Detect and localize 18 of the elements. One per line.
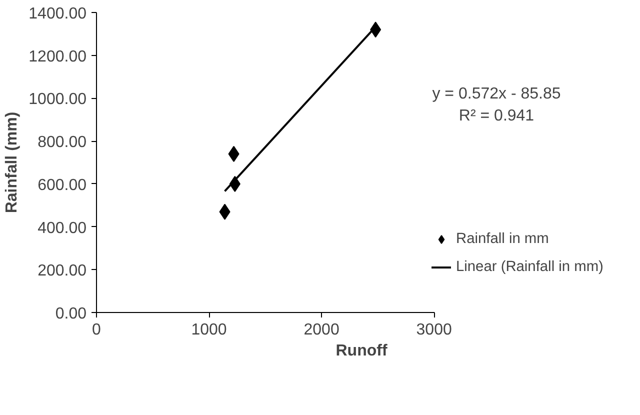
y-tick-label: 600.00 xyxy=(38,176,87,194)
legend-label: Linear (Rainfall in mm) xyxy=(456,259,604,275)
text: R² = 0.941 xyxy=(458,108,534,124)
x-tick-label: 0 xyxy=(92,322,102,338)
y-tick-label: 800.00 xyxy=(38,134,87,152)
legend-label: Rainfall in mm xyxy=(456,231,549,247)
x-axis-title: Runoff xyxy=(336,342,388,360)
y-tick-label: 1400.00 xyxy=(28,6,87,22)
x-tick-label: 1000 xyxy=(191,322,227,338)
y-tick-label: 1000.00 xyxy=(28,91,87,108)
y-tick-label: 400.00 xyxy=(38,220,87,237)
y-tick-label: 200.00 xyxy=(38,262,87,280)
annotation: y = 0.572x - 85.85 xyxy=(432,86,561,102)
y-tick-label: 0.00 xyxy=(55,306,87,322)
y-axis-title: Rainfall (mm) xyxy=(4,112,21,214)
x-tick-label: 2000 xyxy=(304,322,340,338)
x-tick-label: 3000 xyxy=(416,322,452,338)
y-tick-label: 1200.00 xyxy=(28,48,87,66)
